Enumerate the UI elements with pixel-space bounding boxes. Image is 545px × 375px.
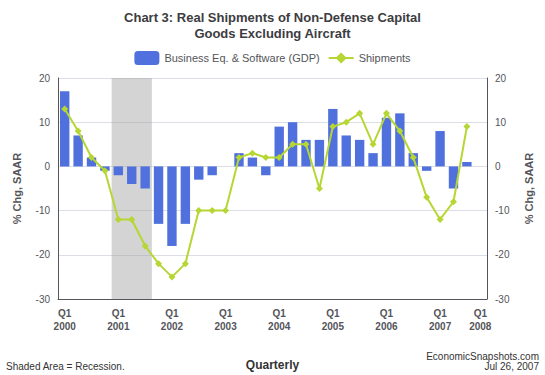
svg-text:2007: 2007 [429, 321, 452, 332]
svg-text:-10: -10 [36, 205, 51, 216]
svg-text:2006: 2006 [375, 321, 398, 332]
svg-text:-30: -30 [36, 294, 51, 305]
svg-text:-20: -20 [495, 249, 510, 260]
svg-text:Quarterly: Quarterly [246, 358, 300, 372]
svg-text:2005: 2005 [322, 321, 345, 332]
svg-text:10: 10 [39, 117, 51, 128]
svg-text:Q1: Q1 [380, 308, 394, 319]
svg-text:2003: 2003 [214, 321, 237, 332]
svg-text:2008: 2008 [469, 321, 492, 332]
svg-text:Q1: Q1 [326, 308, 340, 319]
svg-text:0: 0 [44, 161, 50, 172]
svg-text:2002: 2002 [161, 321, 184, 332]
svg-text:20: 20 [39, 73, 51, 84]
svg-text:Q1: Q1 [112, 308, 126, 319]
svg-text:Q1: Q1 [474, 308, 488, 319]
svg-text:% Chg, SAAR: % Chg, SAAR [523, 153, 535, 225]
svg-text:% Chg, SAAR: % Chg, SAAR [11, 153, 23, 225]
svg-text:Q1: Q1 [219, 308, 233, 319]
svg-text:-20: -20 [36, 249, 51, 260]
svg-text:Chart 3: Real Shipments of Non: Chart 3: Real Shipments of Non-Defense C… [124, 10, 421, 25]
svg-text:Goods Excluding Aircraft: Goods Excluding Aircraft [194, 26, 351, 41]
svg-text:Jul 26, 2007: Jul 26, 2007 [485, 361, 540, 372]
svg-text:-10: -10 [495, 205, 510, 216]
svg-text:Q1: Q1 [165, 308, 179, 319]
svg-text:0: 0 [495, 161, 501, 172]
svg-text:2000: 2000 [54, 321, 77, 332]
svg-text:20: 20 [495, 73, 507, 84]
svg-text:Shaded Area = Recession.: Shaded Area = Recession. [6, 361, 125, 372]
svg-text:2004: 2004 [268, 321, 291, 332]
svg-text:-30: -30 [495, 294, 510, 305]
svg-text:2001: 2001 [107, 321, 130, 332]
svg-text:Q1: Q1 [273, 308, 287, 319]
svg-text:Business Eq. & Software (GDP): Business Eq. & Software (GDP) [164, 52, 319, 64]
svg-text:EconomicSnapshots.com: EconomicSnapshots.com [426, 350, 539, 362]
svg-text:10: 10 [495, 117, 507, 128]
svg-text:Q1: Q1 [58, 308, 72, 319]
svg-text:Shipments: Shipments [359, 52, 411, 64]
svg-text:Q1: Q1 [433, 308, 447, 319]
